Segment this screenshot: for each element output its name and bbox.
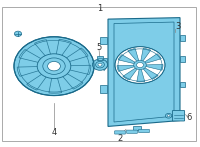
FancyBboxPatch shape — [100, 85, 107, 93]
Wedge shape — [141, 48, 151, 61]
Circle shape — [136, 62, 144, 68]
Text: 1: 1 — [97, 4, 103, 13]
Text: 5: 5 — [96, 42, 102, 52]
Circle shape — [115, 47, 165, 83]
FancyBboxPatch shape — [180, 35, 185, 41]
FancyBboxPatch shape — [139, 129, 149, 133]
Circle shape — [165, 113, 172, 118]
Text: 3: 3 — [175, 22, 180, 31]
FancyBboxPatch shape — [180, 82, 185, 87]
FancyBboxPatch shape — [127, 130, 137, 133]
Wedge shape — [118, 55, 135, 64]
Circle shape — [14, 37, 94, 96]
Wedge shape — [55, 39, 71, 60]
Circle shape — [48, 61, 60, 71]
FancyBboxPatch shape — [180, 56, 185, 62]
Circle shape — [134, 60, 146, 70]
Wedge shape — [59, 71, 83, 89]
Wedge shape — [17, 66, 45, 76]
Text: 2: 2 — [117, 134, 123, 143]
Circle shape — [167, 115, 170, 117]
Text: 6: 6 — [186, 113, 192, 122]
Text: 4: 4 — [51, 128, 57, 137]
Circle shape — [92, 59, 108, 70]
Circle shape — [96, 61, 104, 68]
Circle shape — [14, 31, 22, 36]
FancyBboxPatch shape — [115, 131, 125, 134]
Polygon shape — [108, 18, 180, 126]
Circle shape — [43, 58, 65, 74]
FancyBboxPatch shape — [172, 111, 185, 121]
FancyBboxPatch shape — [100, 58, 107, 66]
FancyBboxPatch shape — [98, 58, 102, 60]
FancyBboxPatch shape — [97, 56, 103, 60]
Wedge shape — [143, 68, 158, 79]
Wedge shape — [34, 40, 52, 60]
Wedge shape — [19, 50, 46, 64]
Wedge shape — [137, 69, 145, 82]
Wedge shape — [117, 65, 134, 71]
Wedge shape — [63, 65, 91, 75]
Wedge shape — [144, 54, 161, 63]
Wedge shape — [123, 68, 137, 80]
Wedge shape — [27, 71, 49, 90]
Circle shape — [37, 54, 71, 78]
Wedge shape — [128, 49, 139, 61]
FancyBboxPatch shape — [133, 126, 141, 130]
Wedge shape — [61, 48, 88, 64]
FancyBboxPatch shape — [100, 37, 107, 44]
Wedge shape — [146, 64, 163, 70]
Wedge shape — [49, 73, 62, 93]
Circle shape — [98, 63, 102, 66]
